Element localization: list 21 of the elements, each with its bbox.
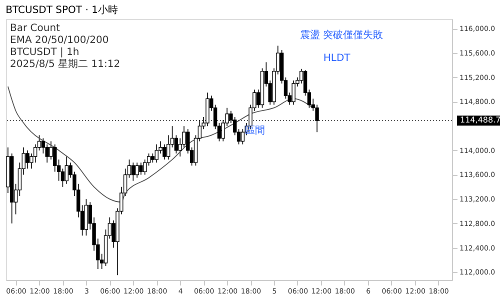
candlestick (292, 80, 296, 106)
annotation: HLDT (323, 52, 352, 64)
annotation: 2025/8/5 星期二 11:12 (10, 58, 120, 70)
candlestick (26, 150, 30, 170)
candlestick (131, 162, 135, 182)
candlestick (174, 134, 178, 154)
candlestick (143, 159, 147, 176)
annotation: EMA 20/50/100/200 (10, 35, 109, 46)
candlestick (135, 162, 139, 178)
chart-title: BTCUSDT SPOT · 1小時 (6, 4, 118, 16)
annotation: 震盪 突破僅僅失敗 (300, 28, 384, 41)
annotation: Bar Count (10, 23, 60, 34)
candlestick (162, 144, 166, 160)
candlestick (166, 134, 170, 160)
candlestick (139, 162, 143, 176)
annotation: BTCUSDT | 1h (10, 47, 80, 58)
candlestick (60, 168, 65, 188)
candlestick (154, 144, 158, 163)
ref-line-label: 114,488.7 (460, 116, 500, 125)
candlestick (150, 153, 155, 163)
candlestick (64, 156, 68, 184)
